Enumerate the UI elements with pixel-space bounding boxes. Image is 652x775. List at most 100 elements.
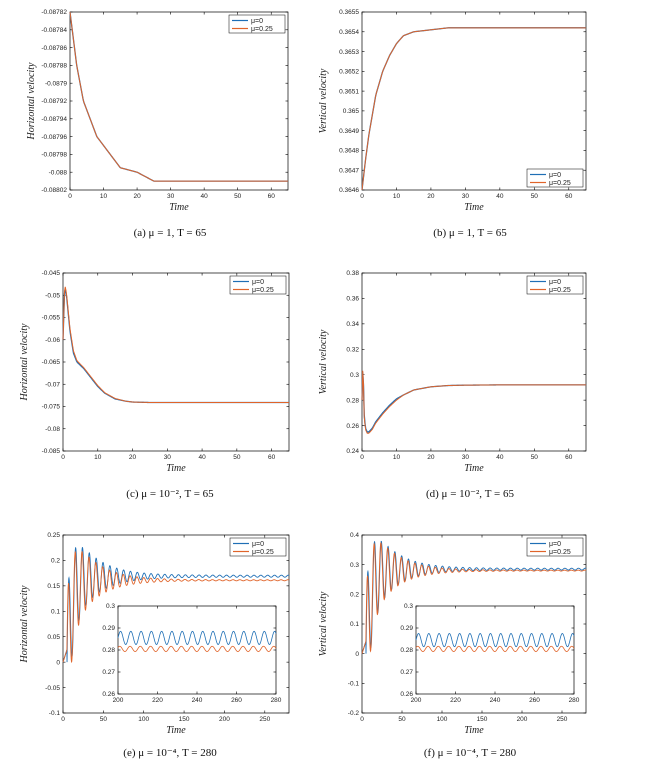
panel-a-axes-frame [69,11,289,191]
panel-c-ytick-label: -0.06 [45,337,60,344]
panel-f-ytick-label: -0.2 [348,710,360,717]
panel-b-xlabel: Time [464,202,484,213]
panel-d-axes-frame [361,272,587,452]
panel-a: 0 10 20 30 40 50 60 -0.08802 -0.088 -0.08798 -0.08… [26,9,289,239]
panel-a-legend-label-mu-0: μ=0 [251,18,263,25]
panel-a-ytick-label: -0.08788 [41,63,67,70]
panel-f-axes-frame [361,534,587,714]
panel-f-xtick-label: 250 [557,716,568,723]
panel-e-axes-frame [62,534,290,714]
panel-a-xtick-label: 0 [68,193,72,200]
panel-d-xtick-label: 20 [427,454,435,461]
panel-e: 0 50 100 150 200 250 -0.1 -0.05 0 0.05 0.1 0.15 0.2 0… [19,532,290,759]
panel-d-xtick-label: 0 [360,454,364,461]
panel-f-xtick-label: 100 [437,716,448,723]
panel-d-legend: μ=0μ=0.25 [526,275,584,295]
panel-f-inset: 200 220 240 260 280 0.26 0.27 0.28 0.29 0.3 [400,603,579,704]
panel-e-inset-ytick-label: 0.28 [102,647,115,654]
panel-d-xtick-label: 40 [496,454,504,461]
panel-c-xtick-label: 0 [61,454,65,461]
panel-c-ytick-label: -0.045 [42,270,61,277]
panel-f-inset-xtick-label: 200 [411,697,422,704]
panel-e-inset-plot-area [118,606,276,694]
panel-a-ytick-label: -0.08792 [41,98,67,105]
panel-c-ytick-label: -0.08 [45,426,60,433]
panel-c-caption: (c) μ = 10⁻², T = 65 [126,488,214,500]
panel-f-inset-xtick-label: 260 [529,697,540,704]
panel-f-inset-plot-area [416,606,574,694]
panel-c-ytick-label: -0.055 [42,315,61,322]
panel-b-ytick-label: 0.365 [343,108,360,115]
panel-f-ytick-label: -0.1 [348,681,360,688]
panel-c: 0 10 20 30 40 50 60 -0.085 -0.08 -0.075 -0.07 -0.06… [19,270,290,500]
panel-e-ytick-label: 0.05 [47,634,60,641]
panel-b-xtick-label: 0 [360,193,364,200]
panel-f-legend-label-mu-0-25: μ=0.25 [549,549,571,556]
panel-a-xtick-label: 20 [133,193,141,200]
panel-b-ytick-label: 0.3654 [339,29,359,36]
panel-c-ylabel: Horizontal velocity [19,323,30,401]
panel-b-xtick-label: 40 [496,193,504,200]
panel-d-legend-label-mu-0-25: μ=0.25 [549,287,571,294]
panel-d-ytick-label: 0.28 [346,397,359,404]
panel-a-xtick-label: 10 [100,193,108,200]
panel-b-legend-label-mu-0: μ=0 [549,172,561,179]
panel-d-xtick-label: 60 [565,454,573,461]
panel-a-ytick-label: -0.08784 [41,27,67,34]
panel-f-series-mu-0-25-line [361,541,587,654]
panel-e-series-mu-0-25-line [62,550,290,664]
panel-c-xtick-label: 40 [198,454,206,461]
panel-c-xtick-label: 20 [129,454,137,461]
panel-e-caption: (e) μ = 10⁻⁴, T = 280 [123,747,217,759]
panel-f-xtick-label: 150 [477,716,488,723]
panel-c-ytick-label: -0.085 [42,448,61,455]
panel-c-xtick-label: 50 [233,454,241,461]
panel-a-caption: (a) μ = 1, T = 65 [134,227,207,239]
panel-c-ytick-label: -0.05 [45,292,60,299]
panel-e-inset-series-mu-0-25-line [117,645,277,652]
panel-b-ytick-label: 0.3646 [339,187,359,194]
panel-c-legend-label-mu-0: μ=0 [252,279,264,286]
panel-a-ytick-label: -0.088 [49,169,68,176]
panel-b-ytick-label: 0.3652 [339,69,359,76]
panel-f-legend-label-mu-0: μ=0 [549,541,561,548]
panel-d: 0 10 20 30 40 50 60 0.24 0.26 0.28 0.3 0.32 0.34 0.36… [318,270,587,500]
panel-e-inset-ytick-label: 0.3 [106,603,115,610]
panel-a-ytick-label: -0.0879 [45,80,67,87]
panel-f-legend: μ=0μ=0.25 [526,537,584,557]
panel-f-ytick-label: 0.2 [350,592,359,599]
panel-f-ytick-label: 0.3 [350,562,359,569]
panel-e-legend: μ=0μ=0.25 [229,537,287,557]
panel-b-xtick-label: 10 [393,193,401,200]
panel-c-ytick-label: -0.075 [42,404,61,411]
panel-c-xtick-label: 10 [94,454,102,461]
panel-b-xtick-label: 50 [531,193,539,200]
panel-f-inset-xtick-label: 280 [569,697,580,704]
panel-f-ytick-label: 0.4 [350,532,359,539]
panel-b-xtick-label: 20 [427,193,435,200]
panel-e-inset: 200 220 240 260 280 0.26 0.27 0.28 0.29 0.3 [102,603,281,704]
panel-e-ytick-label: 0.2 [51,558,60,565]
panel-c-axes-frame [62,272,290,452]
panel-e-ytick-label: -0.1 [49,710,61,717]
panel-f-inset-axes-frame [415,605,575,695]
panel-f-xtick-label: 50 [398,716,406,723]
panel-c-xtick-label: 60 [268,454,276,461]
panel-a-xtick-label: 40 [201,193,209,200]
panel-d-ytick-label: 0.34 [346,321,359,328]
panel-a-xtick-label: 60 [268,193,276,200]
panel-c-ytick-label: -0.07 [45,381,60,388]
panel-a-legend: μ=0μ=0.25 [228,14,286,34]
panel-a-ytick-label: -0.08794 [41,116,67,123]
panel-b-ytick-label: 0.3653 [339,49,359,56]
panel-f-inset-series-mu-0-25-line [415,645,575,652]
panel-e-inset-xtick-label: 260 [231,697,242,704]
panel-d-ytick-label: 0.26 [346,423,359,430]
panel-a-xtick-label: 50 [234,193,242,200]
panel-b-axes-frame [361,11,587,191]
panel-e-inset-ytick-label: 0.27 [102,669,115,676]
panel-b-caption: (b) μ = 1, T = 65 [433,227,507,239]
panel-b-xtick-label: 60 [565,193,573,200]
panel-f-inset-ytick-label: 0.29 [400,625,413,632]
panel-f-inset-series-mu-0-line [415,633,575,648]
